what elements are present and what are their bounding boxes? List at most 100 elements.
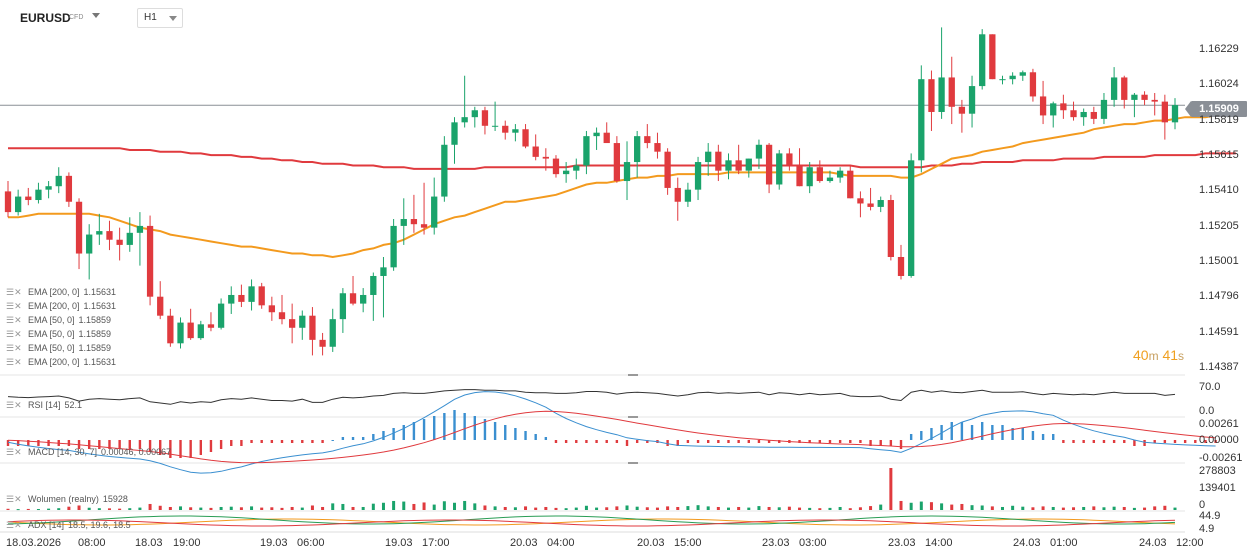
rsi-legend-row[interactable]: ☰✕ RSI [14] 52.1 [6,400,82,412]
macd-histogram-bar [595,440,598,443]
legend-settings-close-icon[interactable]: ☰✕ [6,287,22,297]
legend-settings-close-icon[interactable]: ☰✕ [6,343,22,353]
ema-legend-row[interactable]: ☰✕ EMA [200, 0] 1.15631 [6,287,116,299]
volume-bar [351,506,355,510]
macd-axis-label: 0.00261 [1199,418,1239,430]
volume-bar [1163,505,1167,510]
chevron-down-icon[interactable] [92,13,100,18]
legend-indicator-value: 18.5, 19.6, 18.5 [68,520,131,530]
candle [806,162,813,194]
candle [491,101,499,131]
ema200-line [8,147,1236,170]
candle [319,332,326,356]
volume-bar [574,507,578,510]
ema-legend-row[interactable]: ☰✕ EMA [50, 0] 1.15859 [6,343,111,355]
panel-resize-handle[interactable] [628,462,638,464]
volume-bar [493,506,497,510]
candle [918,65,925,173]
candle [288,303,296,344]
candle [1131,92,1138,118]
candle-body [593,132,600,137]
macd-histogram-bar [321,440,324,443]
macd-legend-row[interactable]: ☰✕ MACD [14, 30, 7] 0.00046, 0.00067 [6,447,171,459]
macd-histogram-bar [767,440,771,443]
candle-body [1029,72,1037,97]
candle-body [867,203,874,207]
volume-bar [787,506,791,510]
legend-settings-close-icon[interactable]: ☰✕ [6,494,22,504]
candle [603,122,610,144]
candle [979,29,986,90]
volume-bar [168,506,172,510]
candle [816,160,823,183]
volume-bar [798,507,802,510]
macd-histogram-bar [737,440,740,443]
legend-indicator-value: 15928 [102,494,128,504]
macd-histogram-bar [483,419,487,440]
legend-settings-close-icon[interactable]: ☰✕ [6,301,22,311]
timeframe-dropdown[interactable]: H1 [137,8,183,28]
volume-bar [869,506,873,510]
macd-histogram-bar [818,440,822,443]
price-axis-label: 1.14796 [1199,290,1239,303]
macd-histogram-bar [1163,440,1167,443]
ema-legend-row[interactable]: ☰✕ EMA [50, 0] 1.15859 [6,329,111,341]
legend-settings-close-icon[interactable]: ☰✕ [6,329,22,339]
ema-legend-row[interactable]: ☰✕ EMA [200, 0] 1.15631 [6,301,116,313]
candle-body [441,144,448,197]
timeframe-label: H1 [144,12,157,23]
candle [65,172,73,207]
candle [146,215,154,306]
candle [847,165,854,199]
candle-body [136,225,144,233]
adx-legend-row[interactable]: ☰✕ ADX [14] 18.5, 19.6, 18.5 [6,520,131,532]
legend-indicator-name: EMA [50, 0] [28,315,75,325]
symbol-selector[interactable]: EURUSD [20,11,71,25]
volume-bar [422,502,426,510]
time-axis-label: 12:00 [1176,537,1204,549]
volume-legend-row[interactable]: ☰✕ Wolumen (realny) 15928 [6,494,128,506]
candle [644,124,651,149]
macd-histogram-bar [514,428,517,440]
candle [339,288,347,333]
macd-histogram-bar [1052,434,1055,440]
macd-histogram-bar [798,440,801,443]
legend-settings-close-icon[interactable]: ☰✕ [6,447,22,457]
legend-settings-close-icon[interactable]: ☰✕ [6,400,22,410]
panel-resize-handle[interactable] [628,374,638,376]
macd-histogram-bar [402,425,405,440]
macd-histogram-bar [1092,440,1096,443]
candle-body [157,296,164,316]
candle-body [522,129,529,147]
candle [877,196,884,213]
ema-legend-row[interactable]: ☰✕ EMA [50, 0] 1.15859 [6,315,111,327]
candle [968,75,976,128]
macd-histogram-bar [301,440,304,443]
candle [177,317,184,349]
candle [197,320,204,340]
macd-histogram-bar [920,431,923,440]
macd-histogram-bar [849,440,852,443]
candle-body [1039,96,1047,116]
volume-bar [1122,506,1126,510]
legend-settings-close-icon[interactable]: ☰✕ [6,315,22,325]
candle [542,148,549,171]
volume-bar [179,506,183,510]
legend-settings-close-icon[interactable]: ☰✕ [6,357,22,367]
volume-bar [1143,507,1147,510]
time-axis-label: 01:00 [1050,537,1078,549]
ema-legend-row[interactable]: ☰✕ EMA [200, 0] 1.15631 [6,357,116,369]
time-axis-label: 06:00 [297,537,325,549]
volume-bar [929,502,933,510]
candle-body [1100,99,1108,119]
macd-histogram-bar [189,440,192,458]
candle-body [634,136,641,163]
candle-body [1080,111,1087,118]
time-axis-label: 18.03.2026 [6,537,62,549]
legend-settings-close-icon[interactable]: ☰✕ [6,520,22,530]
candle-body [4,191,12,213]
candle [1009,72,1016,85]
panel-resize-handle[interactable] [628,416,638,418]
macd-histogram-bar [351,437,355,440]
